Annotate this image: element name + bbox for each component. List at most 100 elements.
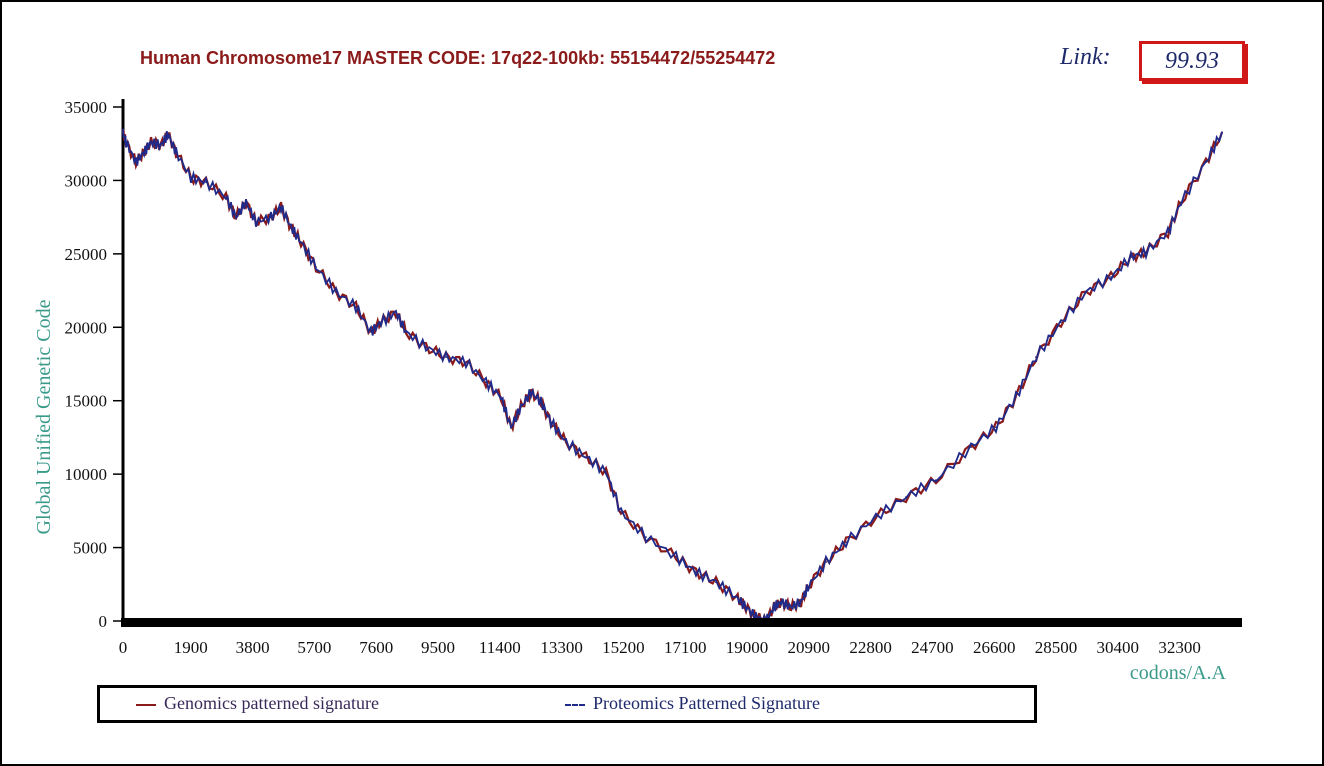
x-tick-label: 22800 <box>849 638 892 657</box>
series-line-proteomics <box>122 128 1223 625</box>
data-point-proteomics <box>167 133 169 135</box>
x-tick-label: 5700 <box>297 638 331 657</box>
data-point-proteomics <box>1110 276 1112 278</box>
x-tick-label: 7600 <box>359 638 393 657</box>
data-point-proteomics <box>780 601 782 603</box>
data-point-proteomics <box>500 396 502 398</box>
data-point-proteomics <box>485 381 487 383</box>
data-point-proteomics <box>270 216 272 218</box>
legend-label-genomics: Genomics patterned signature <box>164 693 379 713</box>
y-tick-label: 25000 <box>65 245 108 264</box>
data-point-proteomics <box>425 346 427 348</box>
data-point-proteomics <box>465 361 467 363</box>
data-point-proteomics <box>605 471 607 473</box>
data-point-proteomics <box>875 516 877 518</box>
x-axis-label: codons/A.A <box>1130 662 1227 684</box>
data-point-proteomics <box>255 221 257 223</box>
data-point-proteomics <box>800 601 802 603</box>
data-point-proteomics <box>175 151 177 153</box>
legend-swatch-dashed <box>565 703 585 706</box>
data-point-proteomics <box>807 586 809 588</box>
series-line-genomics <box>121 129 1224 624</box>
legend: Genomics patterned signature Proteomics … <box>97 685 1037 723</box>
data-point-proteomics <box>745 606 747 608</box>
data-point-proteomics <box>1130 256 1132 258</box>
data-point-proteomics <box>675 556 677 558</box>
data-point-proteomics <box>150 141 152 144</box>
data-point-proteomics <box>235 216 237 218</box>
data-point-proteomics <box>1035 356 1037 358</box>
data-point-proteomics <box>790 606 792 608</box>
legend-item-genomics: Genomics patterned signature <box>136 693 379 714</box>
data-point-proteomics <box>540 401 542 403</box>
data-point-proteomics <box>405 331 407 333</box>
link-value-box: 99.93 <box>1139 41 1245 81</box>
data-point-proteomics <box>1180 201 1182 203</box>
data-point-proteomics <box>1085 291 1087 293</box>
x-tick-label: 19000 <box>726 638 769 657</box>
x-tick-label: 13300 <box>540 638 583 657</box>
y-tick-label: 0 <box>99 612 108 631</box>
data-point-proteomics <box>122 132 124 134</box>
x-tick-label: 3800 <box>236 638 270 657</box>
data-point-proteomics <box>290 226 292 228</box>
data-point-proteomics <box>845 541 847 543</box>
data-point-proteomics <box>715 581 717 583</box>
legend-label-proteomics: Proteomics Patterned Signature <box>593 693 820 713</box>
x-tick-label: 17100 <box>664 638 707 657</box>
x-tick-label: 11400 <box>479 638 521 657</box>
data-point-proteomics <box>380 321 382 323</box>
x-tick-label: 26600 <box>973 638 1016 657</box>
y-tick-label: 5000 <box>73 539 107 558</box>
legend-item-proteomics: Proteomics Patterned Signature <box>565 693 820 714</box>
link-label: Link: <box>1060 44 1111 70</box>
chart-title: Human Chromosome17 MASTER CODE: 17q22-10… <box>140 48 776 68</box>
data-point-proteomics <box>565 441 567 443</box>
data-point-proteomics <box>335 291 337 293</box>
data-point-proteomics <box>225 196 227 198</box>
data-point-proteomics <box>1060 321 1062 323</box>
data-point-proteomics <box>755 616 757 618</box>
data-point-proteomics <box>143 151 145 153</box>
data-point-proteomics <box>1167 231 1169 233</box>
x-tick-label: 1900 <box>174 638 208 657</box>
data-point-proteomics <box>773 606 775 608</box>
y-tick-label: 35000 <box>65 98 108 117</box>
legend-swatch-solid <box>136 703 156 706</box>
data-point-proteomics <box>395 311 397 313</box>
y-tick-label: 15000 <box>65 392 108 411</box>
data-point-proteomics <box>905 496 907 498</box>
y-axis-label: Global Unified Genetic Code <box>33 299 55 534</box>
x-tick-label: 0 <box>119 638 128 657</box>
x-tick-label: 24700 <box>911 638 954 657</box>
data-point-proteomics <box>280 206 282 208</box>
x-tick-label: 20900 <box>788 638 831 657</box>
y-tick-label: 30000 <box>65 171 108 190</box>
data-point-proteomics <box>1145 251 1147 253</box>
data-point-proteomics <box>695 571 697 573</box>
data-point-proteomics <box>935 479 937 481</box>
data-point-proteomics <box>125 141 127 144</box>
x-axis-ticks: 0 1900 3800 5700 7600 9500 11400 13300 15200 1710… <box>119 638 1201 657</box>
data-point-proteomics <box>370 331 372 333</box>
data-point-proteomics <box>355 306 357 308</box>
data-point-proteomics <box>735 596 737 598</box>
y-axis-ticks: 0 5000 10000 15000 20000 25000 30000 35000 <box>65 98 123 631</box>
x-tick-label: 9500 <box>421 638 455 657</box>
data-point-proteomics <box>245 201 247 203</box>
data-point-proteomics <box>1205 161 1207 163</box>
data-point-proteomics <box>160 144 162 146</box>
y-tick-label: 10000 <box>65 465 108 484</box>
data-point-proteomics <box>825 561 827 563</box>
x-tick-label: 32300 <box>1158 638 1201 657</box>
data-point-proteomics <box>300 241 302 243</box>
data-point-proteomics <box>520 406 522 408</box>
data-point-proteomics <box>510 426 512 428</box>
x-axis-bar <box>121 618 1242 627</box>
data-point-proteomics <box>620 511 622 513</box>
data-point-proteomics <box>645 536 647 538</box>
data-point-proteomics <box>995 426 997 428</box>
data-point-proteomics <box>190 176 192 179</box>
